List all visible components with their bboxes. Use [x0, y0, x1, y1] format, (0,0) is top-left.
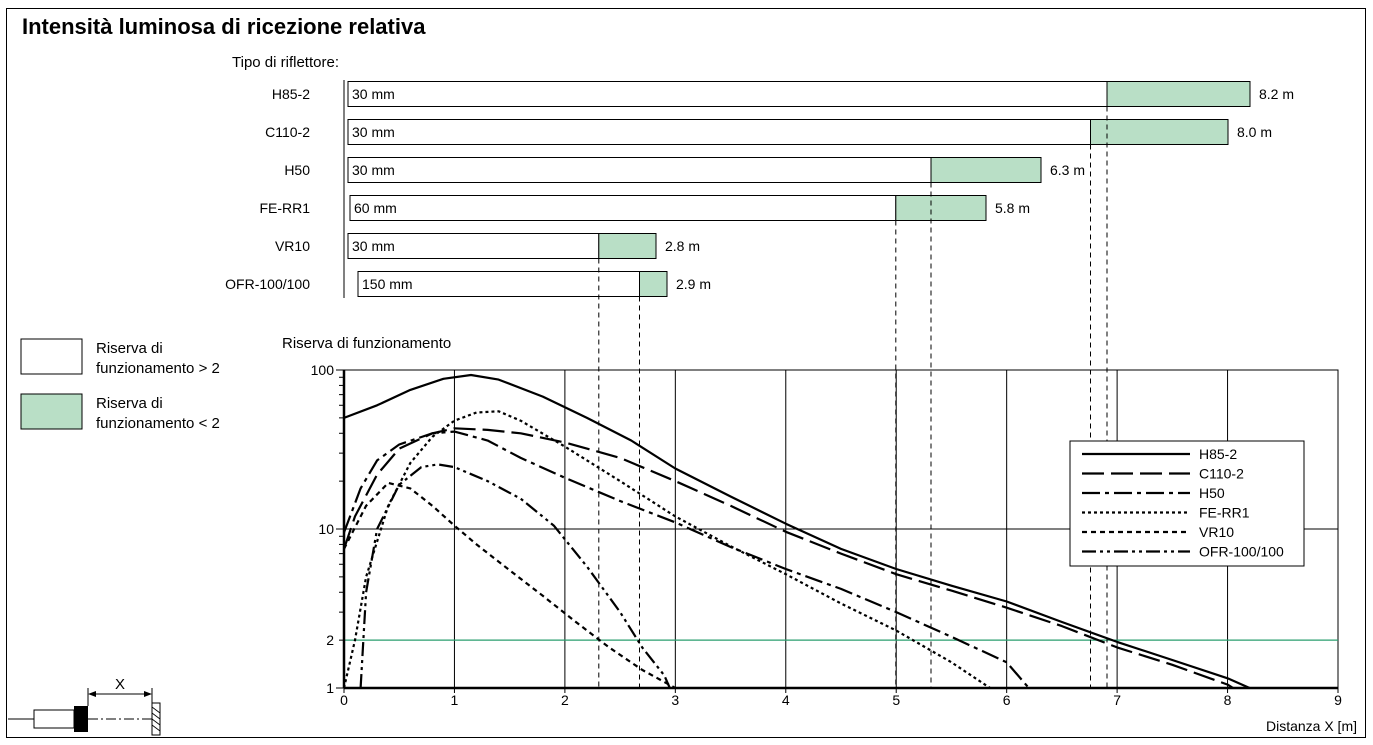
legend-label-h85-2: H85-2 [1199, 446, 1237, 462]
reflector-size-label: 30 mm [352, 86, 395, 102]
curve-vr10 [343, 481, 676, 689]
reflector-range-label: 8.0 m [1237, 124, 1272, 140]
reserve-high-bar [357, 271, 640, 297]
reflector-name: H50 [284, 162, 310, 178]
y-tick-label: 1 [326, 680, 334, 696]
x-tick-label: 6 [1003, 692, 1011, 708]
x-tick-label: 5 [892, 692, 900, 708]
reserve-low-bar [639, 271, 668, 297]
reflector-name: H85-2 [272, 86, 310, 102]
curve-c110-2 [342, 427, 1234, 689]
legend-label-vr10: VR10 [1199, 524, 1234, 540]
x-tick-label: 7 [1113, 692, 1121, 708]
curve-legend-box [1069, 440, 1305, 567]
reserve-high-bar [349, 195, 897, 221]
reflector-size-label: 30 mm [352, 162, 395, 178]
x-tick-label: 2 [561, 692, 569, 708]
figure-frame [6, 8, 1366, 738]
sensor-head [74, 706, 88, 732]
reflector-bars: H85-2 30 mm 8.2 m C110-2 30 mm 8.0 m H50 30 mm 6… [225, 80, 1294, 298]
curve-legend: H85-2 C110-2 H50 FE-RR1 VR10 OFR-100/100 [1069, 440, 1305, 567]
x-tick-label: 9 [1334, 692, 1342, 708]
legend-label-reserve-high-line2: funzionamento > 2 [96, 360, 220, 377]
reflector-name: OFR-100/100 [225, 276, 310, 292]
reflector-name: C110-2 [265, 124, 310, 140]
legend-label-reserve-low-line1: Riserva di [96, 395, 163, 412]
y-axis-label: Riserva di funzionamento [282, 335, 451, 352]
reserve-high-bar [347, 81, 1108, 107]
reflector-range-label: 2.9 m [676, 276, 711, 292]
x-tick-label: 3 [671, 692, 679, 708]
y-tick-label: 100 [311, 362, 335, 378]
reserve-low-bar [895, 195, 987, 221]
range-guide-lines [598, 106, 1108, 688]
reflector-range-label: 5.8 m [995, 200, 1030, 216]
curve-fe-rr1 [342, 410, 991, 689]
reflector-size-label: 30 mm [352, 238, 395, 254]
legend-swatch-reserve-low [20, 393, 83, 430]
reflector-range-label: 2.8 m [665, 238, 700, 254]
legend-label-reserve-low-line2: funzionamento < 2 [96, 415, 220, 432]
reflector-range-label: 6.3 m [1050, 162, 1085, 178]
reflector-heading: Tipo di riflettore: [232, 54, 339, 71]
x-tick-label: 8 [1224, 692, 1232, 708]
reflector-size-label: 60 mm [354, 200, 397, 216]
curve-ofr-100-100 [359, 463, 671, 689]
page-title: Intensità luminosa di ricezione relativa [22, 14, 426, 39]
legend-swatch-reserve-high [20, 338, 83, 375]
curve-h85-2 [343, 373, 1251, 690]
reserve-low-bar [598, 233, 657, 259]
reflector-name: FE-RR1 [259, 200, 310, 216]
reflector-name: VR10 [275, 238, 310, 254]
y-tick-label: 10 [318, 521, 334, 537]
distance-x-label: X [115, 676, 125, 693]
curve-h50 [342, 430, 1030, 689]
legend-label-ofr-100-100: OFR-100/100 [1199, 544, 1284, 560]
reflector-size-label: 150 mm [362, 276, 413, 292]
curves [342, 373, 1251, 690]
y-tick-label: 2 [326, 632, 334, 648]
reflector-size-label: 30 mm [352, 124, 395, 140]
x-tick-label: 0 [340, 692, 348, 708]
x-tick-label: 1 [451, 692, 459, 708]
reserve-high-bar [347, 233, 600, 259]
legend-label-fe-rr1: FE-RR1 [1199, 505, 1250, 521]
sensor-schematic: X [8, 676, 161, 736]
reserve-high-bar [347, 119, 1091, 145]
legend-label-c110-2: C110-2 [1199, 466, 1244, 482]
x-tick-label: 4 [782, 692, 790, 708]
legend-label-h50: H50 [1199, 485, 1225, 501]
reserve-low-bar [1090, 119, 1229, 145]
reserve-high-bar [347, 157, 932, 183]
legend-label-reserve-high-line1: Riserva di [96, 340, 163, 357]
reserve-low-bar [930, 157, 1042, 183]
reflector-range-label: 8.2 m [1259, 86, 1294, 102]
x-axis-label: Distanza X [m] [1266, 718, 1357, 734]
reserve-low-bar [1106, 81, 1251, 107]
